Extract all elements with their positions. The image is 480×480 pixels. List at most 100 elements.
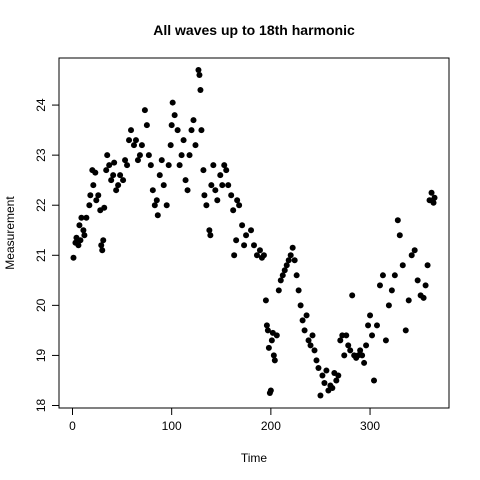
point — [430, 199, 437, 206]
point — [363, 342, 370, 349]
point — [111, 159, 118, 166]
point — [277, 277, 284, 284]
y-axis-label: Measurement — [3, 196, 17, 270]
point — [270, 352, 277, 359]
point — [273, 332, 280, 339]
point — [264, 327, 271, 334]
point — [309, 332, 316, 339]
point — [343, 332, 350, 339]
point — [267, 387, 274, 394]
point — [311, 347, 318, 354]
point — [182, 177, 189, 184]
plot-box — [58, 57, 450, 409]
point — [313, 357, 320, 364]
point — [184, 187, 191, 194]
point — [163, 202, 170, 209]
x-axis-label: Time — [241, 451, 268, 465]
point — [76, 222, 83, 229]
point — [77, 237, 84, 244]
point — [221, 162, 228, 169]
point — [422, 282, 429, 289]
point — [154, 212, 161, 219]
point — [265, 344, 272, 351]
point — [86, 202, 93, 209]
point — [382, 337, 389, 344]
point — [376, 282, 383, 289]
point — [225, 182, 232, 189]
point — [260, 252, 267, 259]
point — [138, 142, 145, 149]
point — [230, 207, 237, 214]
point — [347, 347, 354, 354]
point — [93, 197, 100, 204]
point — [145, 152, 152, 159]
point — [87, 192, 94, 199]
point — [231, 252, 238, 259]
point — [394, 217, 401, 224]
point — [275, 287, 282, 294]
point — [239, 222, 246, 229]
point — [167, 142, 174, 149]
chart-title: All waves up to 18th harmonic — [153, 22, 355, 38]
point — [345, 342, 352, 349]
point — [253, 252, 260, 259]
y-tick-label: 20 — [34, 298, 48, 312]
point — [198, 127, 205, 134]
point — [90, 182, 97, 189]
point — [78, 214, 85, 221]
point — [289, 244, 296, 251]
point — [361, 359, 368, 366]
point — [214, 197, 221, 204]
point — [120, 177, 127, 184]
point — [168, 122, 175, 129]
point — [371, 377, 378, 384]
point — [201, 192, 208, 199]
point — [207, 232, 214, 239]
point — [147, 162, 154, 169]
point — [287, 252, 294, 259]
point — [203, 202, 210, 209]
point — [236, 202, 243, 209]
point — [186, 152, 193, 159]
point — [303, 312, 310, 319]
point — [110, 172, 117, 179]
point — [195, 67, 202, 74]
point — [285, 257, 292, 264]
x-tick-label: 100 — [162, 419, 182, 433]
point — [337, 337, 344, 344]
point — [293, 272, 300, 279]
point — [101, 204, 108, 211]
point — [165, 162, 172, 169]
point — [217, 172, 224, 179]
point — [295, 287, 302, 294]
point — [126, 137, 133, 144]
point — [301, 327, 308, 334]
point — [81, 232, 88, 239]
point — [341, 352, 348, 359]
x-tick-label: 0 — [69, 419, 76, 433]
point — [234, 197, 241, 204]
point — [283, 262, 290, 269]
point — [241, 242, 248, 249]
point — [178, 152, 185, 159]
point — [391, 272, 398, 279]
point — [210, 162, 217, 169]
point — [402, 327, 409, 334]
y-tick-label: 22 — [34, 198, 48, 212]
point — [251, 242, 257, 249]
point — [151, 202, 158, 209]
point — [369, 332, 376, 339]
point — [196, 72, 203, 79]
point — [122, 157, 129, 164]
x-tick-label: 200 — [261, 419, 281, 433]
point — [115, 182, 122, 189]
point — [200, 167, 207, 174]
point — [307, 342, 314, 349]
point — [299, 317, 306, 324]
point — [335, 372, 342, 379]
point — [197, 87, 204, 94]
point — [396, 232, 403, 239]
point — [75, 242, 82, 249]
point — [431, 194, 438, 201]
